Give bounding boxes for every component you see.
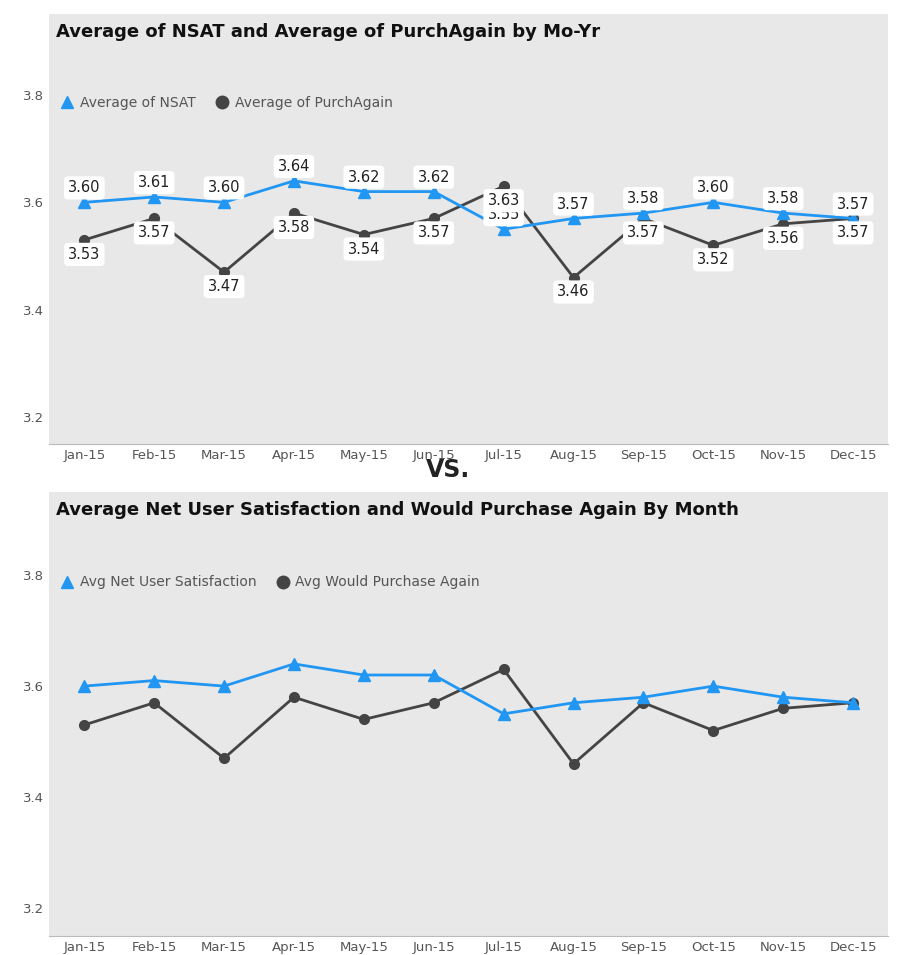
Text: 3.61: 3.61: [138, 175, 170, 190]
Text: 3.53: 3.53: [68, 247, 100, 262]
Text: 3.63: 3.63: [487, 193, 519, 208]
Text: 3.47: 3.47: [208, 279, 240, 294]
Text: 3.52: 3.52: [697, 252, 729, 267]
Text: 3.58: 3.58: [767, 191, 799, 206]
Text: 3.57: 3.57: [138, 225, 170, 241]
Text: 3.60: 3.60: [697, 180, 729, 196]
Text: 3.58: 3.58: [627, 191, 659, 206]
Text: Average Net User Satisfaction and Would Purchase Again By Month: Average Net User Satisfaction and Would …: [56, 500, 739, 519]
Text: 3.58: 3.58: [278, 220, 310, 235]
Text: 3.57: 3.57: [837, 197, 869, 211]
Text: 3.46: 3.46: [557, 285, 589, 300]
Text: 3.56: 3.56: [767, 231, 799, 245]
Text: 3.54: 3.54: [348, 242, 380, 257]
Text: 3.57: 3.57: [417, 225, 450, 241]
Text: 3.60: 3.60: [68, 180, 100, 196]
Text: 3.62: 3.62: [417, 170, 450, 184]
Text: VS.: VS.: [426, 457, 471, 482]
Legend: Avg Net User Satisfaction, Avg Would Purchase Again: Avg Net User Satisfaction, Avg Would Pur…: [57, 570, 485, 595]
Text: 3.57: 3.57: [627, 225, 659, 241]
Text: 3.62: 3.62: [348, 170, 380, 184]
Text: Average of NSAT and Average of PurchAgain by Mo-Yr: Average of NSAT and Average of PurchAgai…: [56, 23, 600, 41]
Legend: Average of NSAT, Average of PurchAgain: Average of NSAT, Average of PurchAgain: [57, 90, 398, 116]
Text: 3.60: 3.60: [208, 180, 240, 196]
Text: 3.57: 3.57: [557, 197, 589, 211]
Text: 3.55: 3.55: [487, 207, 520, 223]
Text: 3.57: 3.57: [837, 225, 869, 241]
Text: 3.64: 3.64: [278, 159, 310, 174]
